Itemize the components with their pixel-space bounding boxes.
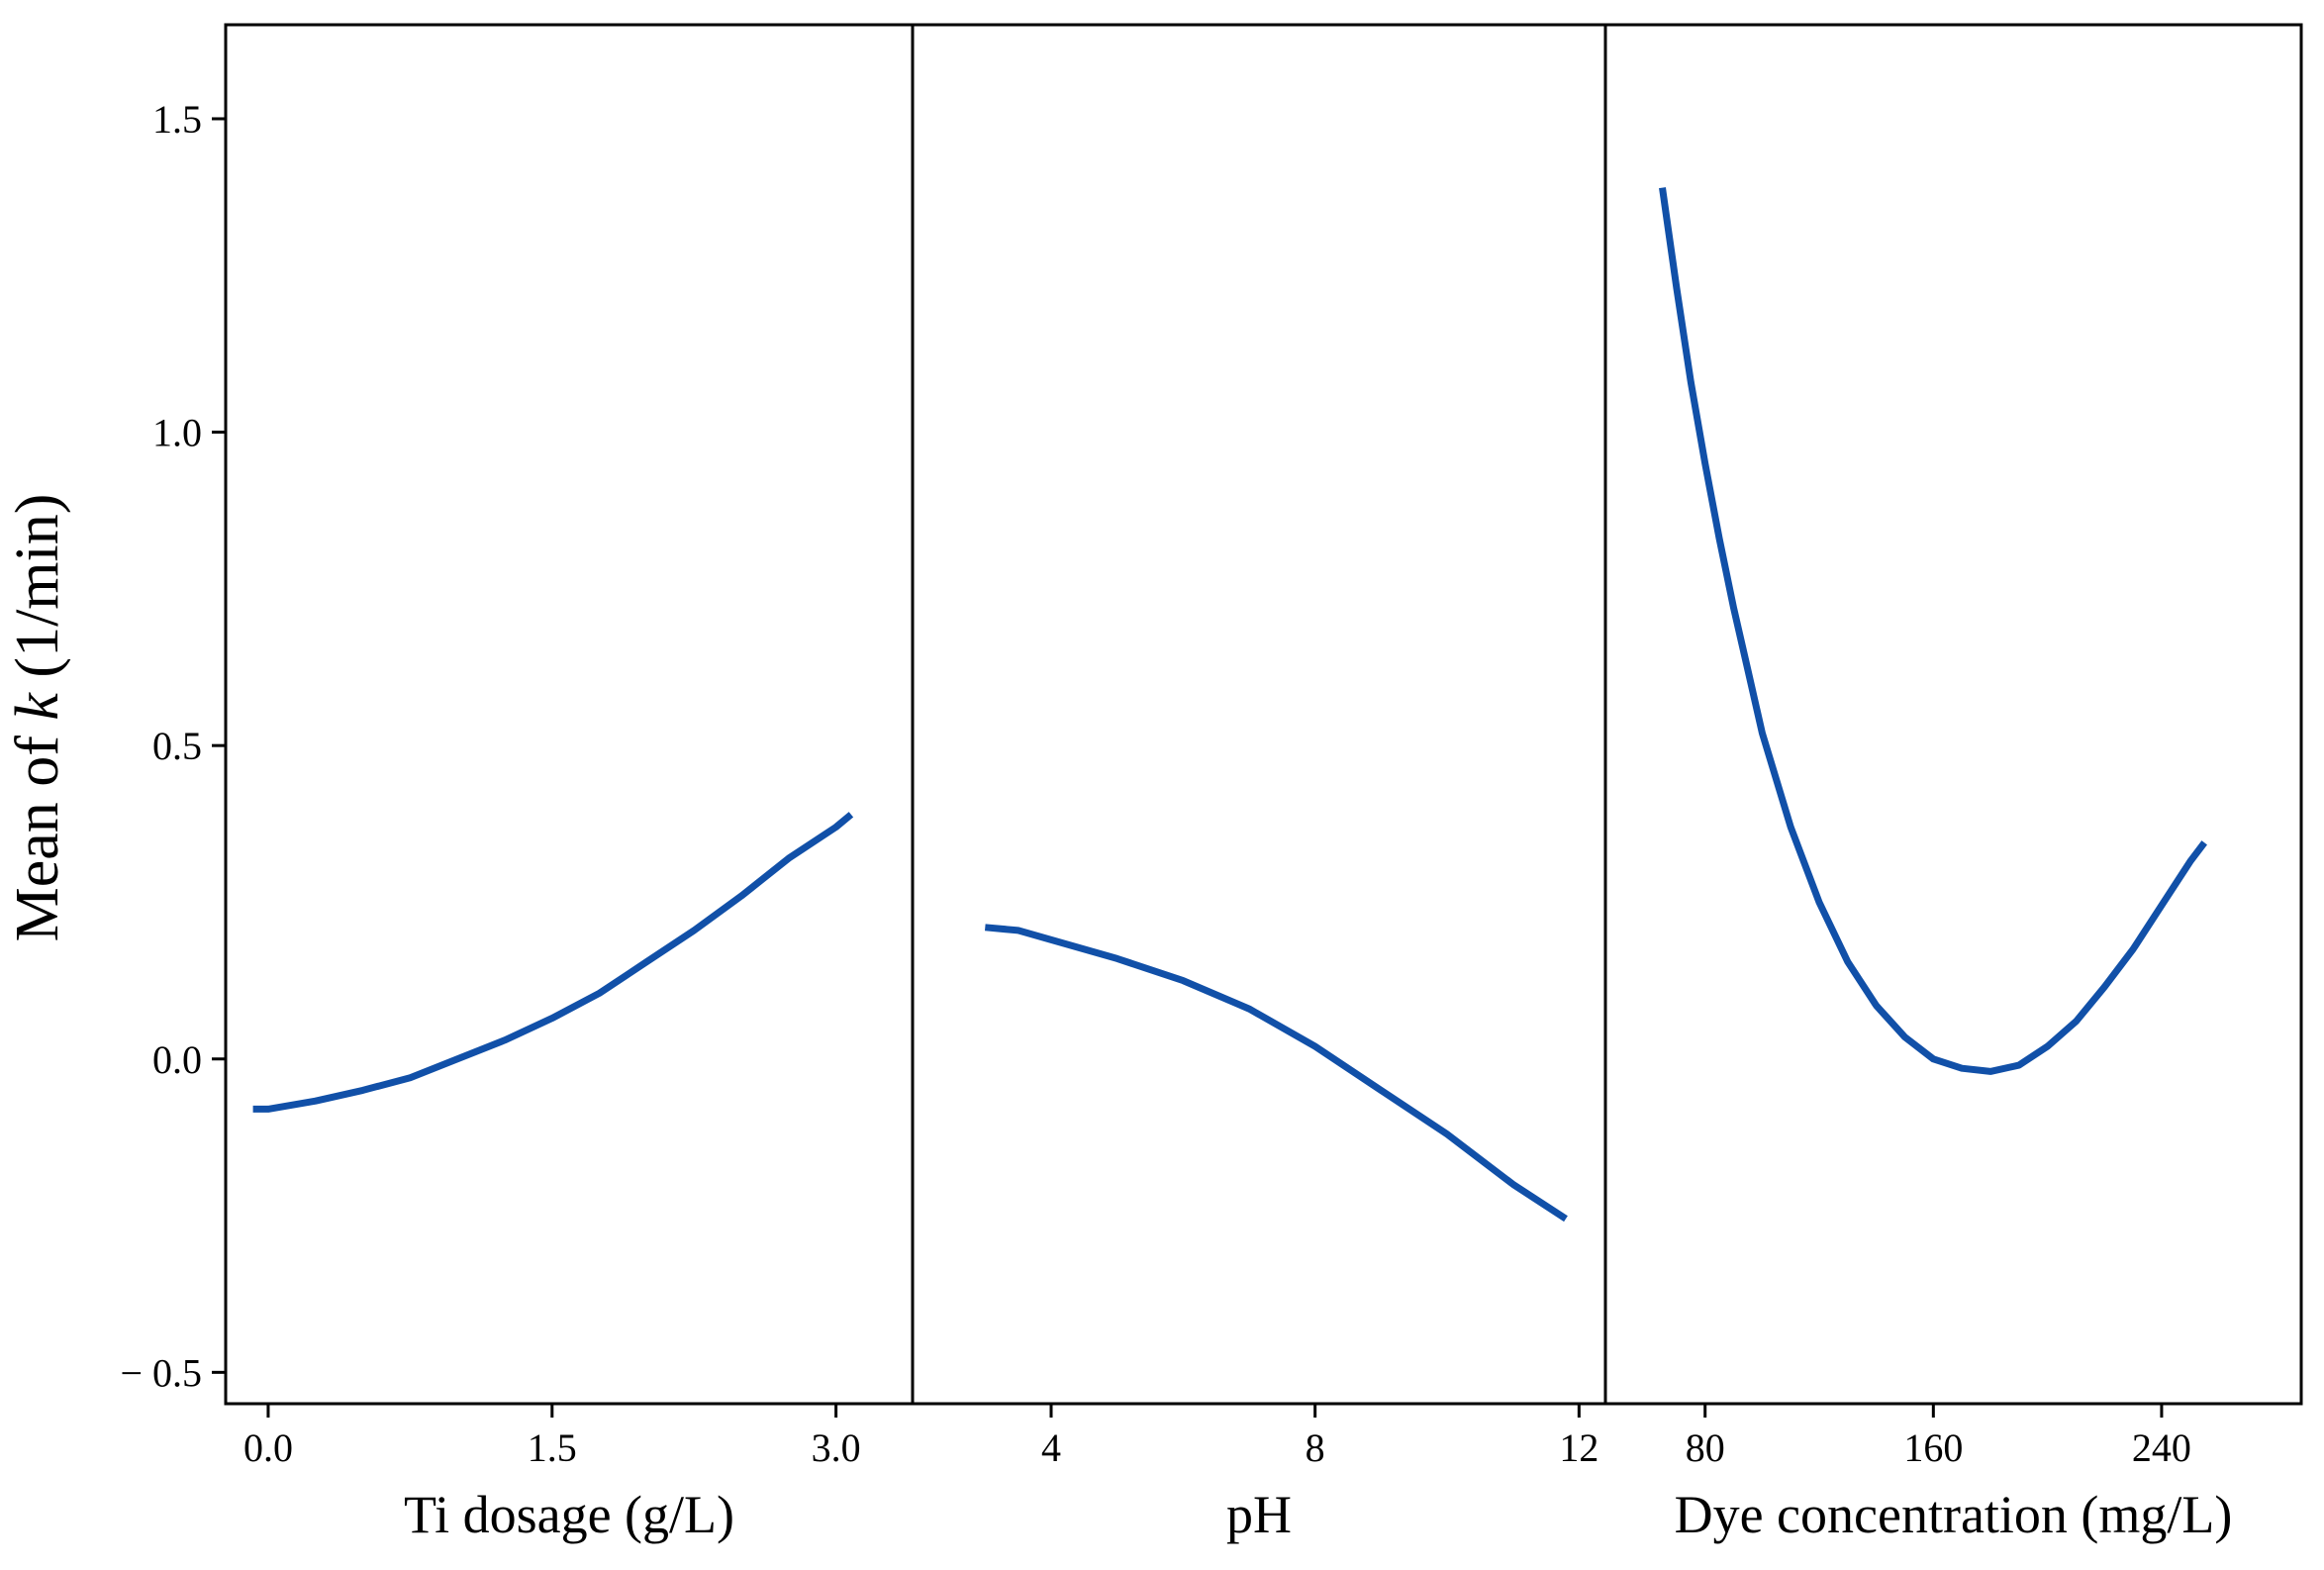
y-tick-label: − 0.5 (120, 1350, 202, 1395)
panel-3: 80 160 240 Dye concentration (mg/L) (1659, 187, 2233, 1544)
x-tick-label: 4 (1041, 1425, 1061, 1470)
series-line (1659, 187, 2207, 1075)
y-axis-title-prefix: Mean of (4, 721, 71, 942)
plot-frame (224, 23, 2303, 1406)
y-tick-label: 0.0 (152, 1037, 202, 1082)
y-axis-title-variable: k (4, 692, 71, 721)
x-tick-label: 80 (1686, 1425, 1725, 1470)
x-tick-label: 240 (2132, 1425, 2191, 1470)
x-tick-label: 3.0 (812, 1425, 861, 1470)
x-tick-label: 1.5 (528, 1425, 577, 1470)
plot-area: − 0.5 0.0 0.5 1.0 1.5 0.0 1.5 3.0 Ti dosage (g/L… (120, 23, 2303, 1544)
x-tick-label: 12 (1559, 1425, 1598, 1470)
x-axis-title: Dye concentration (mg/L) (1675, 1485, 2233, 1544)
panel-1: 0.0 1.5 3.0 Ti dosage (g/L) (243, 812, 861, 1544)
x-tick-label: 0.0 (243, 1425, 293, 1470)
panel-2: 4 8 12 pH (984, 924, 1598, 1544)
x-axis-title: Ti dosage (g/L) (404, 1485, 734, 1544)
series-line (252, 812, 854, 1113)
y-tick-label: 0.5 (152, 724, 202, 768)
y-tick-label: 1.5 (152, 97, 202, 142)
y-axis-title: Mean of k (1/min) (4, 494, 71, 942)
series-line (984, 924, 1568, 1223)
y-tick-label: 1.0 (152, 411, 202, 455)
y-axis-title-suffix: (1/min) (4, 494, 71, 693)
x-axis-title: pH (1226, 1485, 1292, 1544)
x-tick-label: 8 (1306, 1425, 1325, 1470)
x-tick-label: 160 (1903, 1425, 1963, 1470)
